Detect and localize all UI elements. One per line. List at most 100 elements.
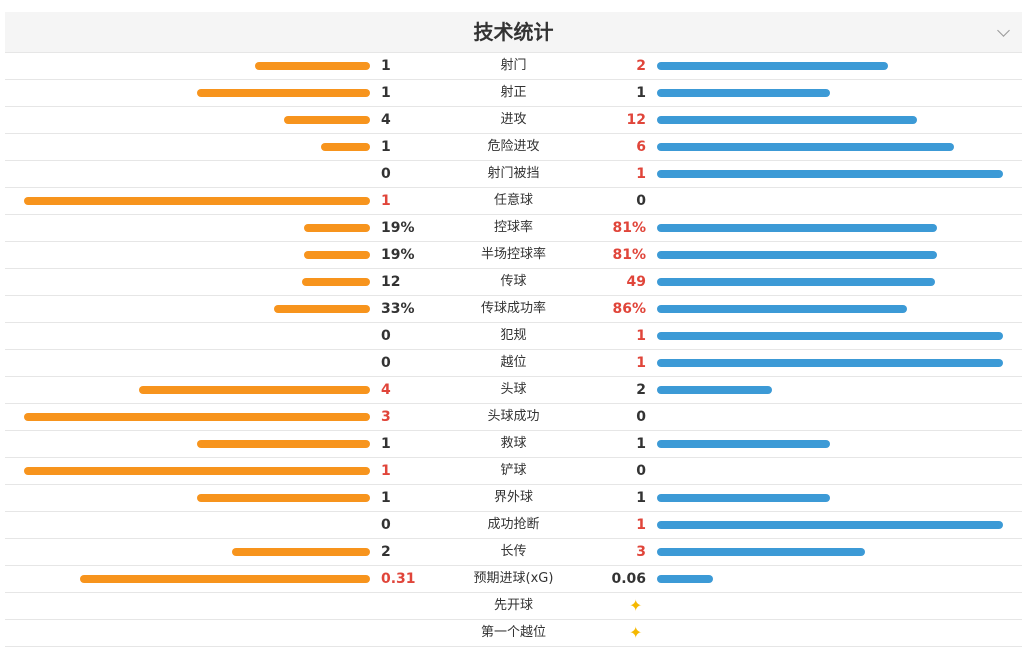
home-value: 2 — [381, 544, 391, 560]
home-value: 1 — [381, 436, 391, 452]
stat-row: 先开球 ✦ — [5, 593, 1022, 620]
away-value: 2 — [636, 382, 646, 398]
away-bar — [657, 143, 954, 151]
stat-row: 射门 1 2 — [5, 53, 1022, 80]
stat-row: 犯规 0 1 — [5, 323, 1022, 350]
stat-label: 先开球 — [493, 598, 533, 613]
home-bar — [139, 386, 370, 394]
away-value: 1 — [636, 436, 646, 452]
home-value: 33% — [381, 301, 415, 317]
stat-row: 射正 1 1 — [5, 80, 1022, 107]
away-bar — [657, 494, 830, 502]
away-bar — [657, 548, 865, 556]
stat-row: 救球 1 1 — [5, 431, 1022, 458]
home-value: 1 — [381, 85, 391, 101]
stat-row: 预期进球(xG) 0.31 0.06 — [5, 566, 1022, 593]
away-bar — [657, 521, 1003, 529]
home-value: 1 — [381, 139, 391, 155]
home-value: 3 — [381, 409, 391, 425]
away-bar — [657, 116, 917, 124]
away-value: 81% — [612, 247, 646, 263]
away-value: 1 — [636, 85, 646, 101]
stat-label: 进攻 — [500, 112, 527, 127]
stat-label: 传球 — [500, 274, 527, 289]
home-bar — [231, 548, 370, 556]
away-bar — [657, 170, 1003, 178]
home-bar — [197, 89, 370, 97]
home-value: 4 — [381, 382, 391, 398]
stat-row: 任意球 1 0 — [5, 188, 1022, 215]
stat-label: 铲球 — [500, 463, 527, 478]
stat-label: 危险进攻 — [487, 139, 540, 154]
home-value: 19% — [381, 247, 415, 263]
home-bar — [320, 143, 370, 151]
stat-label: 头球成功 — [487, 409, 540, 424]
home-bar — [197, 440, 370, 448]
stat-row: 进攻 4 12 — [5, 107, 1022, 134]
home-value: 4 — [381, 112, 391, 128]
home-value: 1 — [381, 463, 391, 479]
collapse-toggle[interactable] — [997, 24, 1010, 37]
stat-row: 危险进攻 1 6 — [5, 134, 1022, 161]
stat-row: 铲球 1 0 — [5, 458, 1022, 485]
stat-row: 传球 12 49 — [5, 269, 1022, 296]
away-value: 0 — [636, 409, 646, 425]
stat-label: 任意球 — [493, 193, 533, 208]
home-bar — [274, 305, 370, 313]
home-bar — [254, 62, 370, 70]
away-value: 3 — [636, 544, 646, 560]
stat-label: 射门 — [500, 58, 527, 73]
stat-row: 成功抢断 0 1 — [5, 512, 1022, 539]
away-bar — [657, 224, 938, 232]
home-bar — [304, 224, 370, 232]
stat-row: 控球率 19% 81% — [5, 215, 1022, 242]
title: 技术统计 — [473, 20, 554, 44]
rows: 射门 1 2 射正 1 1 进攻 4 12 危险进攻 1 6 射门被挡 0 1 任意球 1 0 控球率 19% 81% 半… — [5, 53, 1022, 647]
home-value: 19% — [381, 220, 415, 236]
home-value: 1 — [381, 193, 391, 209]
stat-row: 长传 2 3 — [5, 539, 1022, 566]
away-value: 1 — [636, 355, 646, 371]
home-value: 0 — [381, 328, 391, 344]
stat-row: 头球 4 2 — [5, 377, 1022, 404]
home-value: 0.31 — [381, 571, 416, 587]
away-value: 12 — [626, 112, 646, 128]
home-bar — [197, 494, 370, 502]
away-bar — [657, 62, 888, 70]
header: 技术统计 — [5, 12, 1022, 53]
home-bar — [304, 251, 370, 259]
home-bar — [301, 278, 370, 286]
home-bar — [80, 575, 370, 583]
away-bar — [657, 278, 935, 286]
stat-row: 越位 0 1 — [5, 350, 1022, 377]
home-value: 1 — [381, 58, 391, 74]
team-icon: ✦ — [629, 623, 643, 642]
stat-row: 射门被挡 0 1 — [5, 161, 1022, 188]
home-bar — [24, 467, 370, 475]
away-bar — [657, 386, 773, 394]
home-value: 0 — [381, 355, 391, 371]
home-value: 0 — [381, 517, 391, 533]
stat-row: 半场控球率 19% 81% — [5, 242, 1022, 269]
away-value: 49 — [626, 274, 646, 290]
away-value: 1 — [636, 517, 646, 533]
stat-label: 救球 — [500, 436, 527, 451]
away-bar — [657, 332, 1003, 340]
team-icon: ✦ — [629, 596, 643, 615]
home-value: 12 — [381, 274, 401, 290]
stat-label: 传球成功率 — [480, 301, 546, 316]
home-value: 0 — [381, 166, 391, 182]
away-bar — [657, 359, 1003, 367]
stats-panel: 技术统计 射门 1 2 射正 1 1 进攻 4 12 危险进攻 1 6 射门被挡 0 1 任意球 1 0 控球率 19… — [5, 12, 1022, 647]
stat-row: 第一个越位 ✦ — [5, 620, 1022, 647]
stat-label: 越位 — [500, 355, 527, 370]
stat-row: 传球成功率 33% 86% — [5, 296, 1022, 323]
stat-row: 界外球 1 1 — [5, 485, 1022, 512]
stat-label: 头球 — [500, 382, 527, 397]
stat-label: 第一个越位 — [480, 625, 546, 640]
stat-label: 预期进球(xG) — [473, 571, 554, 586]
away-bar — [657, 251, 938, 259]
stat-label: 控球率 — [493, 220, 533, 235]
away-bar — [657, 305, 908, 313]
